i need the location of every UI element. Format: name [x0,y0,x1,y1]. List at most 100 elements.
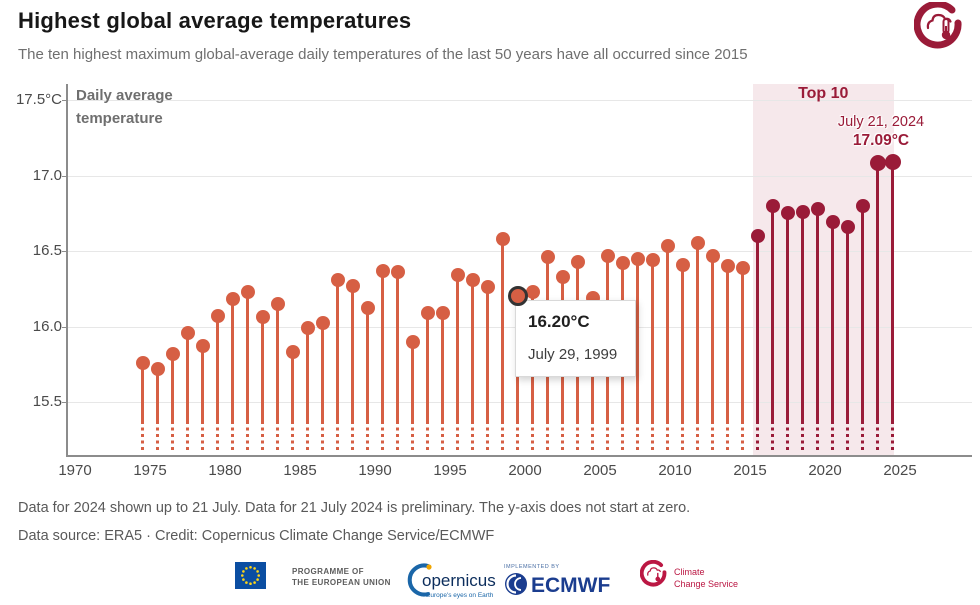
stem-axis-break-dotted [261,421,264,452]
stem-axis-break-dotted [471,421,474,452]
data-point-dot[interactable] [420,305,435,320]
stem-axis-break-dotted [351,421,354,452]
data-point-dot[interactable] [315,316,330,331]
stem [891,161,894,421]
y-tick-label: 16.5 [32,242,62,259]
data-point-dot[interactable] [690,236,705,251]
record-annotation-date: July 21, 2024 [837,114,925,130]
data-point-dot[interactable] [180,325,195,340]
data-point-dot[interactable] [240,284,255,299]
stem [156,368,159,421]
data-point-dot[interactable] [795,204,810,219]
data-point-dot[interactable] [855,198,870,213]
stem-axis-break-dotted [516,421,519,452]
data-point-dot[interactable] [810,201,825,216]
data-point-dot[interactable] [135,355,150,370]
data-point-dot[interactable] [480,280,495,295]
data-point-dot[interactable] [840,219,855,234]
svg-text:opernicus: opernicus [422,571,496,590]
data-point-dot[interactable] [450,268,465,283]
stem [336,279,339,421]
stem [366,308,369,421]
data-point-dot[interactable] [869,155,886,172]
data-point-dot[interactable] [555,269,570,284]
x-tick-label: 1990 [358,462,392,479]
data-point-dot[interactable] [210,308,225,323]
stem-axis-break-dotted [891,421,894,452]
data-point-dot[interactable] [705,248,720,263]
stem [501,238,504,421]
x-tick-label: 2015 [733,462,767,479]
stem [291,352,294,421]
data-point-dot[interactable] [720,259,735,274]
data-point-dot[interactable] [435,305,450,320]
stem-axis-break-dotted [246,421,249,452]
stem [276,303,279,421]
data-point-dot[interactable] [300,321,315,335]
data-point-dot[interactable] [615,256,630,271]
data-point-dot[interactable] [390,265,405,280]
data-point-dot[interactable] [675,257,690,272]
data-point-dot[interactable] [285,345,300,360]
data-point-dot[interactable] [525,284,540,299]
x-tick-label: 2025 [883,462,917,479]
data-point-dot[interactable] [645,253,660,268]
stem [486,287,489,421]
x-axis-line [66,455,972,457]
stem-axis-break-dotted [621,421,624,452]
data-point-dot[interactable] [330,272,345,287]
data-point-dot[interactable] [375,263,390,278]
stem [231,299,234,421]
climate-change-service-icon [914,2,962,49]
stem-axis-break-dotted [771,421,774,452]
y-tick-mark [62,100,66,101]
stem-axis-break-dotted [636,421,639,452]
stem-axis-break-dotted [381,421,384,452]
tooltip-date: July 29, 1999 [528,346,618,363]
stem-axis-break-dotted [576,421,579,452]
data-point-dot[interactable] [345,278,360,293]
data-point-dot[interactable] [630,251,645,266]
stem [171,353,174,421]
x-tick-label: 1995 [433,462,467,479]
data-point-dot[interactable] [540,250,555,265]
x-tick-label: 1970 [58,462,92,479]
data-point-dot[interactable] [884,153,901,170]
y-tick-mark [62,402,66,403]
data-point-dot[interactable] [255,310,270,325]
data-point-dot[interactable] [825,215,840,230]
highlighted-data-point-dot[interactable] [507,286,528,307]
chart-subtitle: The ten highest maximum global-average d… [18,46,748,63]
stem-axis-break-dotted [831,421,834,452]
data-point-dot[interactable] [765,198,780,213]
data-point-dot[interactable] [570,254,585,269]
data-point-dot[interactable] [225,292,240,307]
stem [756,235,759,421]
y-tick-mark [62,326,66,328]
stem-axis-break-dotted [546,421,549,452]
data-point-dot[interactable] [405,334,420,349]
data-point-dot[interactable] [150,361,165,376]
svg-text:IMPLEMENTED BY: IMPLEMENTED BY [504,564,560,570]
data-point-dot[interactable] [600,248,615,263]
data-point-dot[interactable] [195,339,210,354]
data-point-dot[interactable] [735,260,750,275]
data-point-dot[interactable] [750,228,765,243]
stem [726,266,729,421]
stem-axis-break-dotted [171,421,174,452]
data-point-dot[interactable] [495,231,510,246]
data-point-dot[interactable] [780,206,795,221]
data-point-dot[interactable] [165,346,180,361]
stem [651,260,654,421]
data-point-dot[interactable] [360,301,375,316]
data-point-dot[interactable] [270,296,285,311]
stem [201,346,204,421]
stem-axis-break-dotted [366,421,369,452]
stem-axis-break-dotted [756,421,759,452]
stem [426,312,429,421]
stem [306,328,309,421]
y-tick-label: 17.5°C [15,91,62,108]
data-point-dot[interactable] [660,239,675,254]
data-point-dot[interactable] [465,272,480,287]
